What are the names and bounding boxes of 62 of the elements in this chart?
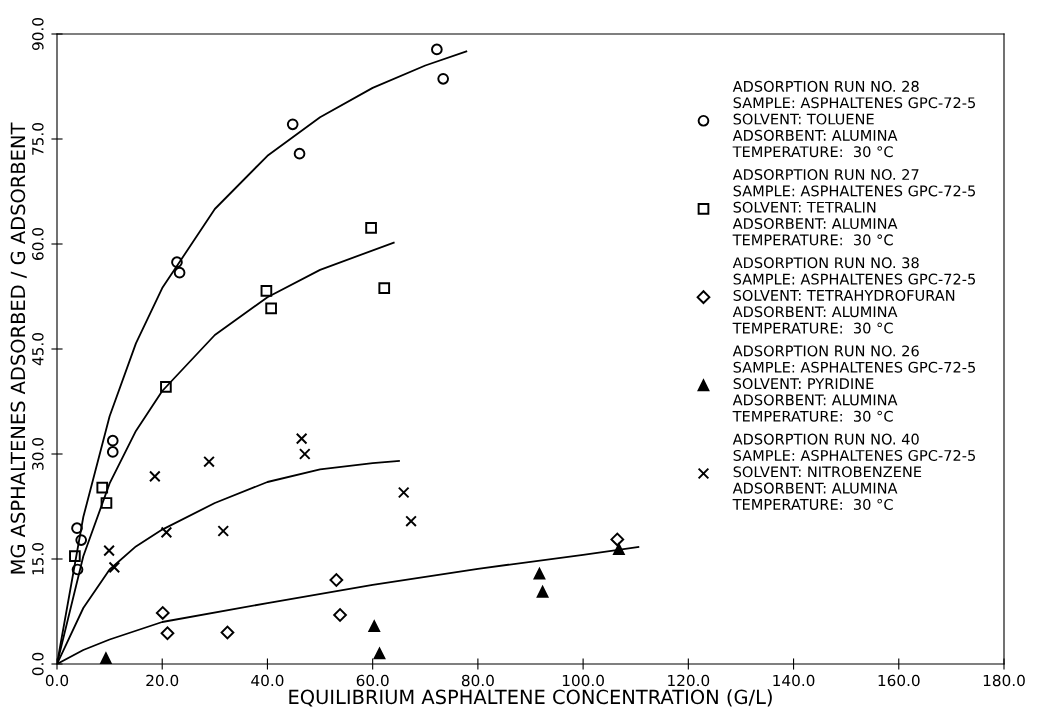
point [295, 432, 308, 445]
point [265, 302, 277, 315]
point [329, 573, 344, 587]
point [173, 266, 186, 279]
point [171, 256, 183, 269]
point [220, 625, 235, 640]
point [260, 285, 273, 297]
point [71, 563, 84, 576]
x-tick-label: 60.0 [356, 674, 389, 687]
x-tick-label: 80.0 [461, 674, 494, 687]
point [405, 515, 417, 528]
x-tick-label: 180.0 [983, 674, 1025, 687]
y-tick-label: 60.0 [32, 228, 44, 260]
legend-label: ADSORPTION RUN NO. 38 SAMPLE: ASPHALTENES GPC-72-5 SOLVENT: TETRAHYDROFURAN ADSORBENT: ALUMINA TEMPERATURE: 30 °C [732, 257, 976, 334]
x-axis-title: EQUILIBRIUM ASPHALTENE CONCENTRATION (G/L) [289, 689, 772, 707]
x-tick-label: 0.0 [45, 674, 69, 687]
point [96, 481, 109, 494]
point [160, 626, 175, 641]
y-tick-label: 75.0 [32, 123, 44, 155]
legend-label: ADSORPTION RUN NO. 27 SAMPLE: ASPHALTENES GPC-72-5 SOLVENT: TETRALIN ADSORBENT: ALUMINA TEMPERATURE: 30 °C [732, 169, 976, 246]
y-tick-label: 90.0 [32, 18, 44, 51]
x-tick-label: 140.0 [773, 674, 815, 687]
point [160, 380, 172, 393]
x-tick-label: 40.0 [251, 674, 284, 687]
point [368, 620, 381, 633]
y-tick-label: 15.0 [32, 543, 44, 575]
x-tick-label: 20.0 [146, 674, 179, 687]
point [431, 43, 443, 56]
point [106, 434, 119, 447]
point [397, 486, 410, 499]
point [149, 470, 161, 483]
point [69, 550, 81, 563]
x-tick-label: 160.0 [878, 674, 920, 687]
point [155, 606, 170, 620]
point [378, 282, 391, 294]
point [286, 118, 299, 131]
point [613, 543, 625, 556]
point [108, 561, 121, 574]
x-tick-label: 120.0 [668, 674, 710, 687]
legend-label: ADSORPTION RUN NO. 26 SAMPLE: ASPHALTENES GPC-72-5 SOLVENT: PYRIDINE ADSORBENT: ALUMINA TEMPERATURE: 30 °C [732, 345, 976, 422]
point [373, 647, 386, 660]
point [160, 526, 173, 539]
point [203, 455, 215, 468]
point [610, 532, 625, 547]
point [365, 222, 377, 234]
point [293, 147, 306, 160]
point [333, 608, 347, 622]
point [217, 525, 230, 537]
point [71, 522, 83, 535]
x-tick-label: 100.0 [562, 674, 604, 687]
point [100, 497, 113, 509]
point [298, 448, 311, 460]
point [533, 567, 546, 580]
point [103, 544, 115, 557]
point [437, 72, 449, 85]
y-tick-label: 45.0 [32, 333, 44, 366]
point [75, 534, 88, 546]
y-axis-title: MG ASPHALTENES ADSORBED / G ADSORBENT [10, 122, 27, 574]
legend-label: ADSORPTION RUN NO. 28 SAMPLE: ASPHALTENES GPC-72-5 SOLVENT: TOLUENE ADSORBENT: ALUMINA TEMPERATURE: 30 °C [732, 80, 976, 158]
y-tick-label: 30.0 [32, 438, 44, 470]
point [106, 446, 119, 458]
legend-label: ADSORPTION RUN NO. 40 SAMPLE: ASPHALTENES GPC-72-5 SOLVENT: NITROBENZENE ADSORBENT: ALUMINA TEMPERATURE: 30 °C [732, 433, 976, 510]
